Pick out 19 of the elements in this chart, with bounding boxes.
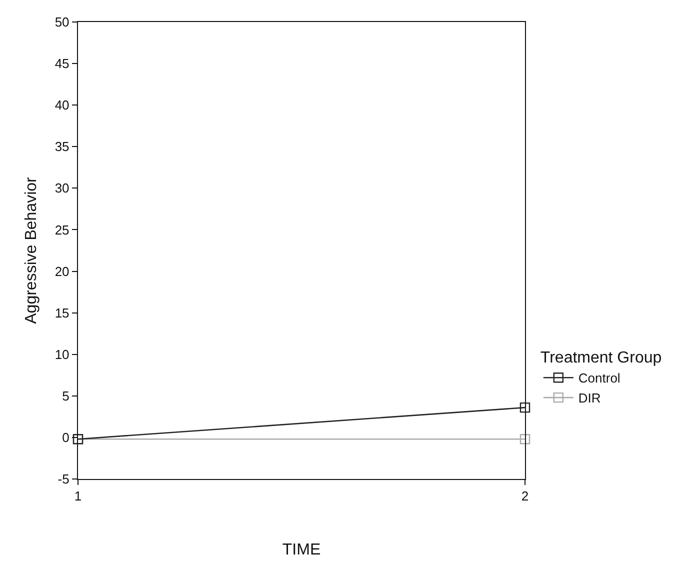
y-tick-label: 35 xyxy=(54,139,70,154)
y-tick-label: 10 xyxy=(54,346,70,362)
legend-title: Treatment Group xyxy=(540,350,662,367)
x-axis-title: TIME xyxy=(282,541,321,558)
x-tick-label: 2 xyxy=(521,488,529,504)
y-tick-label: -5 xyxy=(58,472,70,487)
legend-label: DIR xyxy=(578,390,601,406)
y-tick-label: 30 xyxy=(54,180,70,196)
y-tick-label: 5 xyxy=(62,388,70,404)
y-tick-label: 45 xyxy=(54,56,70,72)
y-axis-title: Aggressive Behavior xyxy=(22,176,40,324)
y-tick-label: 40 xyxy=(54,98,70,113)
y-tick-label: 0 xyxy=(62,430,70,445)
y-tick-label: 15 xyxy=(54,305,70,320)
y-tick-label: 25 xyxy=(54,222,70,238)
x-tick-label: 1 xyxy=(74,488,82,504)
y-tick-label: 50 xyxy=(54,14,70,30)
legend-label: Control xyxy=(578,370,620,386)
y-tick-label: 20 xyxy=(54,264,70,279)
